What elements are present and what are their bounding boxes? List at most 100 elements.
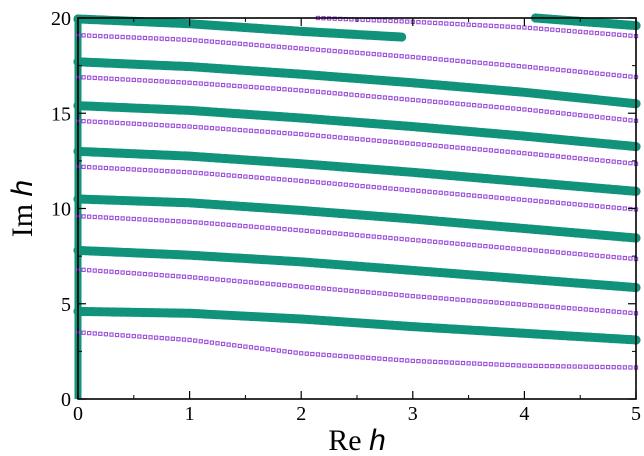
data-point xyxy=(622,310,627,315)
data-point xyxy=(555,364,561,369)
data-point xyxy=(310,179,315,184)
data-point xyxy=(321,133,326,139)
data-point xyxy=(533,198,538,204)
data-point xyxy=(293,283,298,289)
data-point xyxy=(103,269,109,274)
data-point xyxy=(605,308,611,314)
data-point xyxy=(589,70,594,76)
data-point xyxy=(538,65,544,71)
data-point xyxy=(483,23,488,28)
data-point xyxy=(193,81,198,86)
data-point xyxy=(103,332,109,337)
data-point xyxy=(159,218,164,223)
x-tick-label: 0 xyxy=(73,403,83,425)
data-point xyxy=(494,23,499,29)
series-green-branch xyxy=(73,306,641,345)
data-point xyxy=(527,198,533,203)
data-point xyxy=(343,135,348,141)
data-point xyxy=(533,152,538,157)
data-point xyxy=(397,32,407,42)
data-point xyxy=(360,51,365,56)
data-point xyxy=(611,254,616,260)
data-point xyxy=(572,306,577,311)
data-point xyxy=(187,80,192,85)
data-point xyxy=(293,87,298,93)
data-point xyxy=(226,40,231,46)
data-point xyxy=(109,120,114,125)
data-point xyxy=(338,182,343,187)
data-point xyxy=(483,147,488,153)
data-point xyxy=(628,310,633,315)
data-point xyxy=(248,224,254,229)
data-point xyxy=(254,42,259,48)
data-point xyxy=(299,351,304,356)
data-point xyxy=(617,205,622,211)
data-point xyxy=(248,128,254,133)
data-point xyxy=(142,217,148,222)
data-point xyxy=(460,297,466,303)
data-point xyxy=(522,151,527,156)
data-point xyxy=(527,151,533,156)
data-point xyxy=(321,90,326,95)
data-point xyxy=(449,241,455,246)
data-point xyxy=(617,255,622,260)
data-point xyxy=(405,19,410,24)
data-point xyxy=(566,111,572,117)
data-point xyxy=(176,219,181,224)
data-point xyxy=(120,270,125,275)
data-point xyxy=(187,274,192,280)
data-point xyxy=(377,356,382,361)
data-point xyxy=(594,308,600,313)
data-point xyxy=(488,61,494,66)
x-tick-label: 2 xyxy=(296,403,306,425)
data-point xyxy=(628,74,633,79)
series-purple-branch xyxy=(315,15,639,39)
data-point xyxy=(193,38,198,43)
data-point xyxy=(126,333,131,338)
data-point xyxy=(483,243,488,249)
data-point xyxy=(466,242,471,247)
data-point xyxy=(538,363,544,369)
series-green xyxy=(73,13,641,399)
data-point xyxy=(276,177,282,182)
data-point xyxy=(226,222,231,227)
data-point xyxy=(416,358,421,364)
data-point xyxy=(544,363,549,369)
data-point xyxy=(282,283,287,288)
data-point xyxy=(494,148,499,154)
data-point xyxy=(594,30,600,36)
data-point xyxy=(555,250,561,255)
data-point xyxy=(544,153,549,158)
data-point xyxy=(427,295,432,300)
data-point xyxy=(338,135,343,140)
data-point xyxy=(578,252,583,257)
data-point xyxy=(187,219,192,224)
data-point xyxy=(544,304,549,309)
data-point xyxy=(349,50,354,55)
data-point xyxy=(181,274,187,279)
data-point xyxy=(187,170,192,175)
data-point xyxy=(388,139,393,144)
data-point xyxy=(87,33,92,38)
data-point xyxy=(600,115,605,120)
data-point xyxy=(226,278,231,283)
data-point xyxy=(137,35,142,40)
data-point xyxy=(550,200,555,205)
data-point xyxy=(137,217,142,222)
data-point xyxy=(265,225,270,230)
data-point xyxy=(310,229,315,234)
data-point xyxy=(131,271,136,276)
data-point xyxy=(343,288,348,293)
data-point xyxy=(455,360,460,365)
data-point xyxy=(499,195,505,201)
data-point xyxy=(87,214,92,219)
data-point xyxy=(92,119,97,124)
data-point xyxy=(505,24,510,29)
data-point xyxy=(198,38,203,43)
data-point xyxy=(605,364,611,370)
data-point xyxy=(410,293,415,299)
data-point xyxy=(103,165,109,171)
data-layer xyxy=(73,13,641,399)
data-point xyxy=(622,117,627,122)
data-point xyxy=(181,80,187,85)
